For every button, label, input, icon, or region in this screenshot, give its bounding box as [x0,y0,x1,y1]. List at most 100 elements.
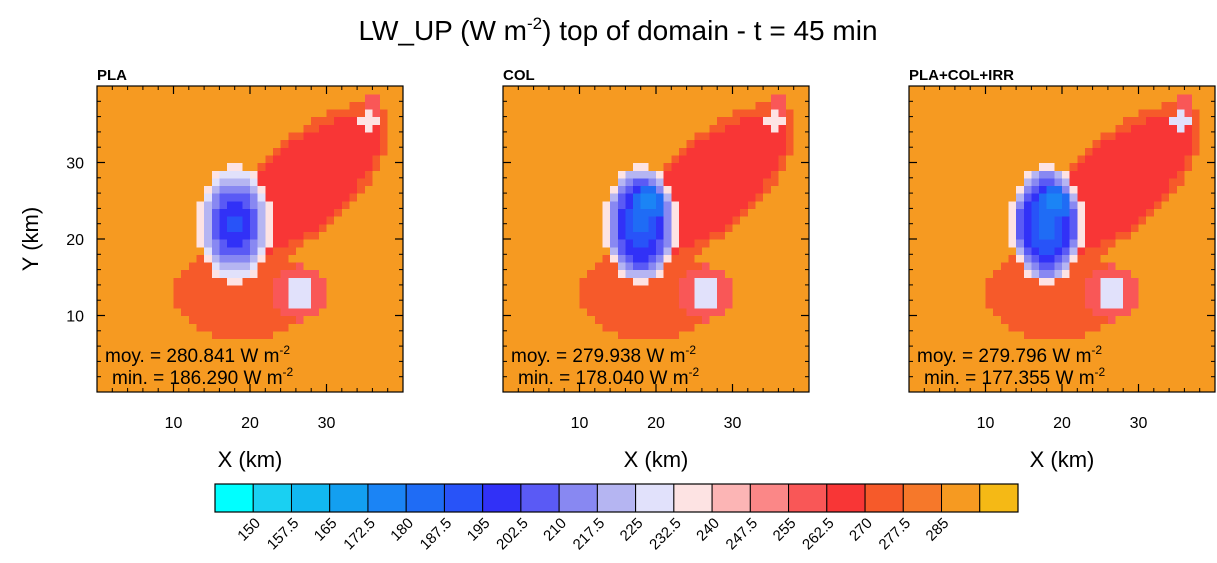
heatmap-cell [219,246,228,255]
heatmap-cell [1138,292,1147,301]
heatmap-cell [380,177,389,187]
heatmap-cell [709,338,718,347]
heatmap-cell [288,86,297,95]
heatmap-cell [793,361,802,370]
heatmap-cell [525,307,535,317]
heatmap-cell [1054,269,1063,278]
heatmap-cell [541,292,550,301]
heatmap-cell [602,361,611,370]
heatmap-cell [924,376,933,385]
heatmap-cell [909,231,918,240]
heatmap-cell [786,261,795,271]
heatmap-cell [150,108,159,118]
heatmap-cell [686,307,695,317]
heatmap-cell [541,216,550,225]
heatmap-cell [503,139,512,148]
heatmap-cell [1000,223,1010,232]
heatmap-cell [395,116,404,125]
heatmap-cell [732,254,741,263]
heatmap-cell [763,154,772,164]
heatmap-cell [625,208,634,217]
heatmap-cell [1107,376,1117,385]
heatmap-cell [924,277,933,286]
heatmap-cell [947,315,956,324]
heatmap-cell [518,93,527,102]
heatmap-cell [234,86,243,95]
heatmap-cell [150,208,159,217]
heatmap-cell [135,131,144,141]
heatmap-cell [686,376,695,385]
heatmap-cell [1031,346,1040,355]
heatmap-cell [1069,147,1078,156]
heatmap-cell [970,239,979,248]
heatmap-cell [380,116,389,125]
heatmap-cell [709,108,718,118]
heatmap-cell [1023,284,1032,294]
heatmap-cell [1062,353,1071,362]
heatmap-cell [165,147,175,156]
heatmap-cell [993,277,1002,286]
heatmap-cell [1016,384,1025,393]
heatmap-cell [1138,376,1147,385]
heatmap-cell [541,101,550,110]
heatmap-cell [227,147,236,156]
heatmap-cell [579,154,588,164]
heatmap-cell [541,284,550,294]
heatmap-cell [303,376,312,385]
heatmap-cell [127,185,136,194]
heatmap-cell [970,307,979,317]
heatmap-cell [1069,330,1078,340]
heatmap-cell [1069,177,1078,187]
heatmap-cell [909,338,918,347]
heatmap-cell [770,185,779,194]
heatmap-cell [778,307,787,317]
heatmap-cell [594,292,604,301]
heatmap-cell [778,223,787,232]
heatmap-cell [1008,101,1017,110]
heatmap-cell [1000,277,1010,286]
heatmap-cell [970,162,979,171]
heatmap-cell [1054,93,1063,102]
heatmap-cell [602,292,611,301]
heatmap-cell [142,330,152,340]
heatmap-cell [947,193,956,202]
heatmap-cell [755,200,764,209]
heatmap-cell [227,154,236,164]
x-axis-label: X (km) [218,447,283,472]
heatmap-cell [602,108,611,118]
heatmap-cell [763,315,772,324]
heatmap-cell [525,353,535,362]
heatmap-cell [962,177,971,187]
heatmap-cell [931,292,941,301]
heatmap-cell [747,384,757,393]
heatmap-cell [694,353,703,362]
heatmap-cell [1100,108,1109,118]
heatmap-cell [272,376,282,385]
heatmap-cell [219,277,228,286]
heatmap-cell [786,346,795,355]
heatmap-cell [303,369,312,378]
heatmap-cell [594,185,604,194]
heatmap-cell [150,284,159,294]
heatmap-cell [1054,353,1063,362]
heatmap-cell [993,131,1002,141]
heatmap-cell [633,353,642,362]
heatmap-cell [150,93,159,102]
heatmap-cell [909,223,918,232]
heatmap-cell [678,193,688,202]
heatmap-cell [1069,154,1078,164]
heatmap-cell [112,246,121,255]
heatmap-cell [334,361,343,370]
heatmap-cell [503,277,512,286]
heatmap-cell [119,346,129,355]
heatmap-cell [357,269,366,278]
heatmap-cell [977,307,987,317]
heatmap-cell [510,231,519,240]
heatmap-cell [1146,231,1155,240]
heatmap-cell [387,369,396,378]
heatmap-cell [503,170,512,179]
heatmap-cell [364,246,373,255]
heatmap-cell [947,185,956,194]
heatmap-cell [1077,315,1086,324]
heatmap-cell [135,216,144,225]
